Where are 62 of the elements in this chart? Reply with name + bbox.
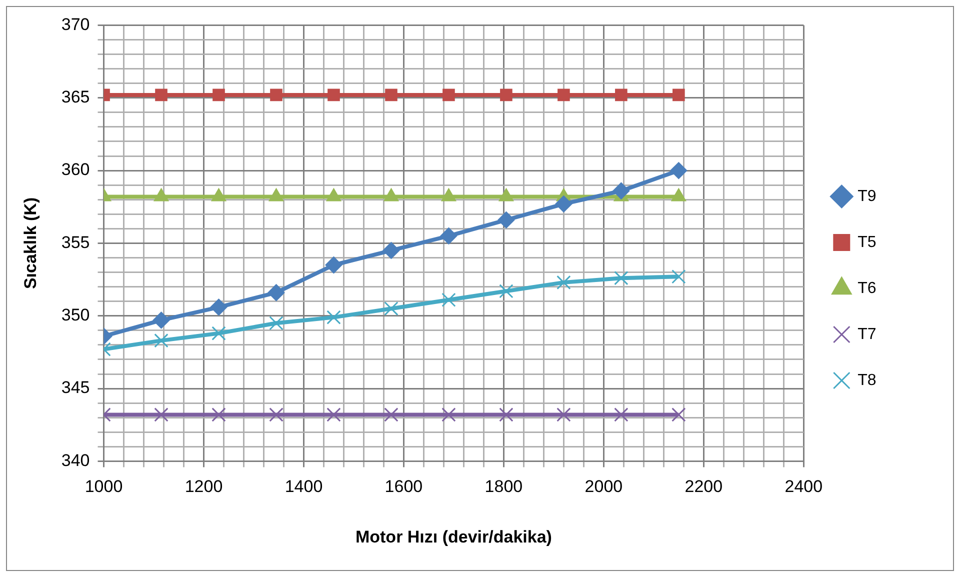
point (556, 408, 571, 422)
point (268, 284, 285, 302)
point (384, 301, 398, 316)
point (500, 88, 512, 102)
point (615, 88, 628, 102)
x-tick-label: 1400 (284, 477, 323, 496)
point (556, 275, 571, 290)
point (672, 408, 686, 422)
point (499, 408, 514, 422)
point (269, 408, 284, 422)
point (155, 88, 168, 102)
point (440, 227, 458, 244)
y-tick-label: 370 (61, 14, 90, 34)
point (325, 256, 342, 274)
point (270, 88, 282, 102)
point (382, 242, 400, 259)
point (498, 211, 515, 228)
legend-label: T9 (858, 188, 903, 205)
point (670, 162, 688, 180)
point (614, 270, 628, 286)
x-tick-label: 2000 (584, 477, 623, 496)
point (328, 88, 340, 102)
point (614, 408, 628, 422)
x-tick-label: 1000 (84, 477, 123, 496)
point (442, 292, 456, 307)
point (384, 408, 398, 422)
point (672, 88, 685, 102)
point (499, 284, 514, 298)
point (269, 316, 284, 330)
point (152, 312, 170, 329)
point (212, 88, 225, 102)
point (210, 298, 228, 316)
x-axis-title: Motor Hızı (devir/dakika) (355, 527, 552, 546)
legend-label: T6 (858, 280, 903, 297)
legend-label: T7 (858, 326, 903, 343)
y-tick-label: 355 (61, 232, 90, 252)
y-tick-label: 345 (61, 378, 90, 398)
y-tick-label: 340 (61, 450, 90, 470)
legend-label: T5 (858, 234, 903, 251)
point (154, 333, 168, 348)
point (442, 408, 456, 422)
x-tick-label: 1800 (484, 477, 523, 496)
y-axis-title: Sıcaklık (K) (20, 197, 40, 290)
point (442, 88, 455, 102)
x-tick-label: 1200 (184, 477, 223, 496)
legend-label: T8 (858, 372, 903, 389)
y-tick-label: 365 (61, 88, 90, 107)
point (558, 88, 570, 102)
point (326, 408, 341, 422)
point (154, 408, 168, 422)
point (672, 270, 686, 284)
point (385, 88, 398, 102)
x-tick-label: 2400 (784, 477, 823, 496)
y-tick-label: 350 (61, 306, 90, 325)
y-tick-label: 360 (61, 160, 90, 180)
x-tick-label: 1600 (384, 477, 423, 496)
point (212, 326, 226, 340)
point (612, 182, 630, 200)
point (326, 310, 341, 324)
x-tick-label: 2200 (684, 477, 723, 496)
point (555, 195, 572, 212)
point (212, 408, 226, 422)
